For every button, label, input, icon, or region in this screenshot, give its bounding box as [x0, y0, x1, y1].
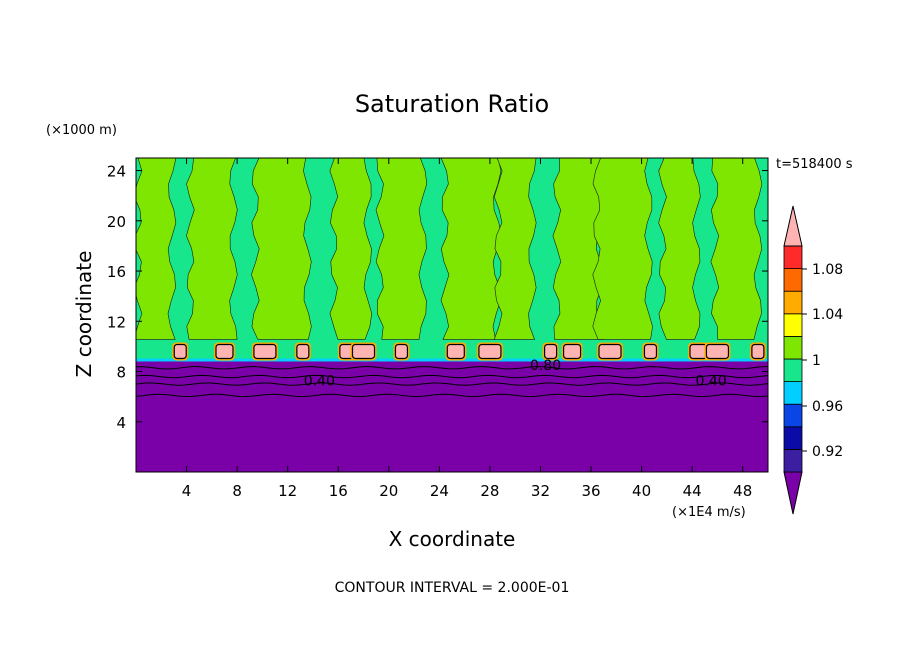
colorbar-arrow-low — [783, 471, 803, 515]
x-tick-label: 16 — [329, 482, 348, 500]
x-tick-label: 4 — [182, 482, 192, 500]
colorbar-bin — [783, 313, 803, 337]
colorbar-label: 0.92 — [812, 444, 843, 460]
colorbar-bin — [783, 290, 803, 315]
plot-fill: 0.40 0.80 0.40 — [136, 158, 768, 472]
column-region — [375, 158, 428, 340]
column-region — [186, 158, 238, 340]
column-region — [592, 158, 653, 340]
column-region — [493, 158, 537, 340]
supersaturation-blob — [173, 343, 187, 360]
column-region — [440, 158, 502, 340]
y-tick-label: 16 — [107, 263, 126, 281]
x-tick-label: 12 — [278, 482, 297, 500]
lower-region — [136, 361, 768, 472]
x-tick-label: 32 — [531, 482, 550, 500]
x-axis-label: X coordinate — [389, 527, 516, 551]
colorbar-bin — [783, 358, 803, 383]
colorbar-bin — [783, 268, 803, 292]
x-tick-label: 44 — [683, 482, 702, 500]
column-region — [251, 158, 312, 340]
contour-line — [136, 382, 768, 386]
column-region — [329, 158, 373, 340]
supersaturation-blob — [751, 343, 765, 360]
contour-line — [136, 374, 768, 379]
x-tick-label: 8 — [232, 482, 242, 500]
supersaturation-blob — [446, 343, 465, 360]
supersaturation-blob — [296, 343, 310, 360]
supersaturation-blob — [705, 343, 730, 360]
supersaturation-blob — [351, 343, 376, 360]
x-tick-label: 40 — [632, 482, 651, 500]
x-tick-label: 48 — [733, 482, 752, 500]
y-tick-label: 20 — [107, 213, 126, 231]
x-axis: 4 8 12 16 20 24 28 32 36 40 44 48 — [182, 158, 752, 500]
colorbar-bin — [783, 426, 803, 450]
y-tick-label: 12 — [107, 313, 126, 331]
supersaturation-blob — [689, 343, 708, 360]
colorbar-bin — [783, 381, 803, 405]
contour-line — [136, 366, 768, 370]
colorbar-label: 1.04 — [812, 307, 843, 323]
colorbar-label: 0.96 — [812, 399, 843, 415]
column-region — [658, 158, 701, 340]
contour-label: 0.80 — [530, 358, 561, 374]
colorbar-bin — [783, 403, 803, 428]
y-unit-label: (×1000 m) — [46, 123, 117, 138]
supersaturation-blob — [478, 343, 502, 360]
supersaturation-blob — [394, 343, 409, 360]
x-unit-label: (×1E4 m/s) — [672, 505, 746, 520]
y-tick-label: 8 — [116, 364, 126, 382]
supersaturation-blob — [253, 343, 277, 360]
contour-label: 0.40 — [304, 373, 335, 389]
colorbar-bin — [783, 448, 803, 473]
column-region — [710, 158, 763, 340]
x-tick-label: 24 — [430, 482, 449, 500]
contour-line — [136, 393, 768, 398]
x-tick-label: 36 — [581, 482, 600, 500]
colorbar-arrow-high — [783, 205, 803, 247]
colorbar-label: 1 — [812, 353, 821, 369]
colorbar-bin — [783, 245, 803, 270]
supersaturation-blob — [543, 343, 558, 360]
y-tick-label: 4 — [116, 414, 126, 432]
x-tick-label: 20 — [379, 482, 398, 500]
colorbar-bin — [783, 335, 803, 360]
time-label: t=518400 s — [776, 157, 853, 172]
contour-interval-footer: CONTOUR INTERVAL = 2.000E-01 — [335, 580, 570, 596]
supersaturation-blob — [598, 343, 622, 360]
supersaturation-blob — [215, 343, 234, 360]
y-axis-label: Z coordinate — [72, 251, 96, 378]
plot-area: 0.40 0.80 0.40 — [135, 157, 769, 473]
supersaturation-blob — [643, 343, 658, 360]
colorbar: 1.08 1.04 1 0.96 0.92 — [783, 205, 843, 515]
x-tick-label: 28 — [480, 482, 499, 500]
plot-frame — [135, 157, 769, 473]
y-axis: 4 8 12 16 20 24 — [107, 163, 768, 432]
contour-label: 0.40 — [696, 373, 727, 389]
column-region — [136, 158, 177, 340]
colorbar-label: 1.08 — [812, 262, 843, 278]
y-tick-label: 24 — [107, 163, 126, 181]
supersaturation-blob — [562, 343, 582, 360]
chart-title: Saturation Ratio — [355, 90, 549, 118]
